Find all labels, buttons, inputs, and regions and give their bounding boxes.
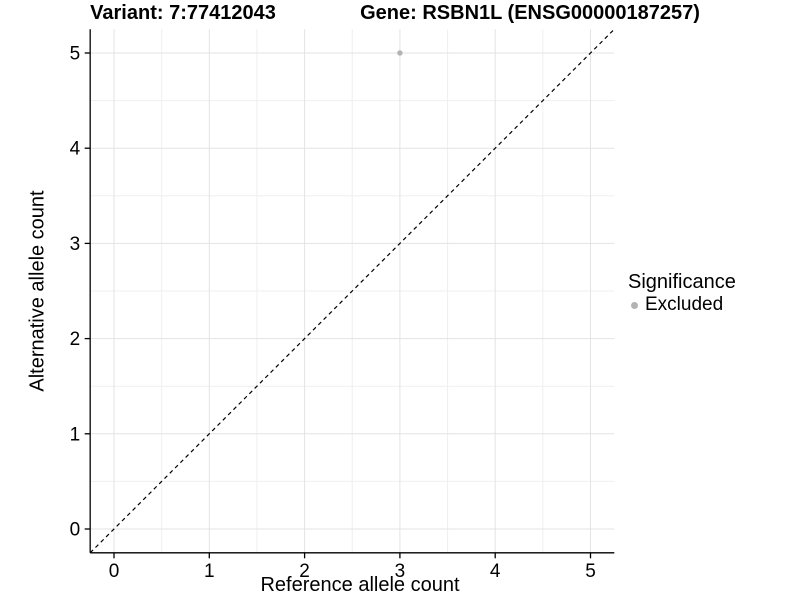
y-tick-label: 4 [70,139,81,160]
plot-title-variant: Variant: 7:77412043 [90,2,276,24]
x-tick-label: 1 [204,561,215,582]
identity-reference-line [89,28,615,554]
x-tick-label: 5 [585,561,596,582]
y-tick-label: 5 [70,44,81,65]
x-tick-label: 2 [299,561,310,582]
legend-title: Significance [628,271,736,293]
legend: Significance Excluded [628,270,736,316]
y-tick-label: 3 [70,234,81,255]
x-tick-label: 0 [109,561,120,582]
y-tick-label: 1 [70,424,81,445]
plot-title-gene: Gene: RSBN1L (ENSG00000187257) [360,2,700,24]
legend-entry-label: Excluded [645,294,724,315]
data-point [397,50,403,56]
y-axis-title: Alternative allele count [26,190,49,392]
y-tick-label: 2 [70,329,81,350]
excluded-point-icon [631,301,638,309]
legend-entry-excluded: Excluded [628,294,736,316]
x-tick-label: 4 [490,561,501,582]
y-tick-label: 0 [70,520,81,541]
x-tick-label: 3 [395,561,406,582]
x-axis-title: Reference allele count [260,574,460,596]
